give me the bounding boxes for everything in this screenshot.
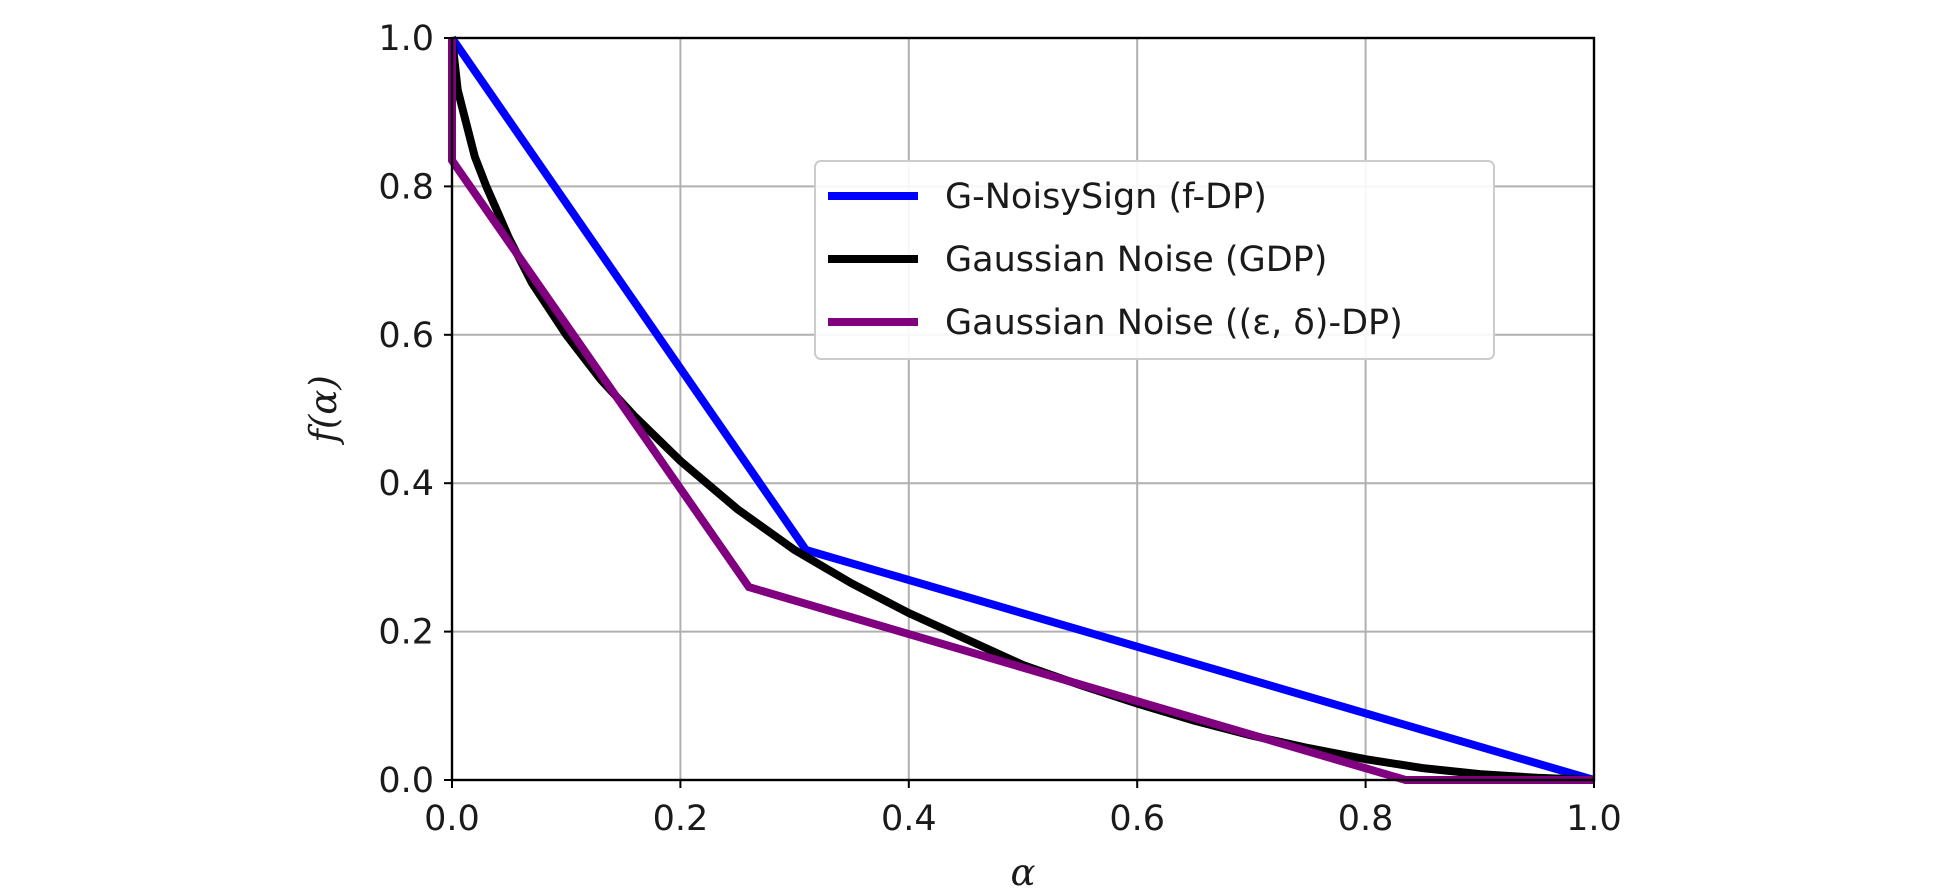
x-tick-label: 0.8 [1338,799,1394,839]
legend-box [814,160,1495,360]
plot-frame [450,36,1596,782]
legend: G-NoisySign (f-DP) Gaussian Noise (GDP) Ga… [814,160,1495,360]
legend-label-2: Gaussian Noise ((ε, δ)-DP) [945,303,1403,343]
y-tick-label: 0.0 [378,761,434,801]
y-tick-label: 0.6 [378,316,434,356]
y-tick-label: 0.2 [378,613,434,653]
y-tick-label: 0.8 [378,167,434,207]
legend-label-1: Gaussian Noise (GDP) [945,240,1327,280]
x-axis-label: α [1011,851,1036,892]
series-line-0 [448,35,1596,784]
x-ticks: 0.0 0.2 0.4 0.6 0.8 1.0 [424,780,1622,839]
x-tick-label: 0.6 [1109,799,1165,839]
series-line-1 [448,37,1595,784]
y-axis-label: f(α) [302,375,345,446]
y-ticks: 0.0 0.2 0.4 0.6 0.8 1.0 [378,19,452,801]
x-tick-label: 0.2 [653,799,709,839]
y-tick-label: 1.0 [378,19,434,59]
legend-label-0: G-NoisySign (f-DP) [945,177,1267,217]
x-tick-label: 0.4 [881,799,937,839]
series-lines [448,35,1596,784]
y-tick-label: 0.4 [378,464,434,504]
x-tick-label: 0.0 [424,799,480,839]
x-tick-label: 1.0 [1566,799,1622,839]
series-line-2 [448,38,1594,784]
